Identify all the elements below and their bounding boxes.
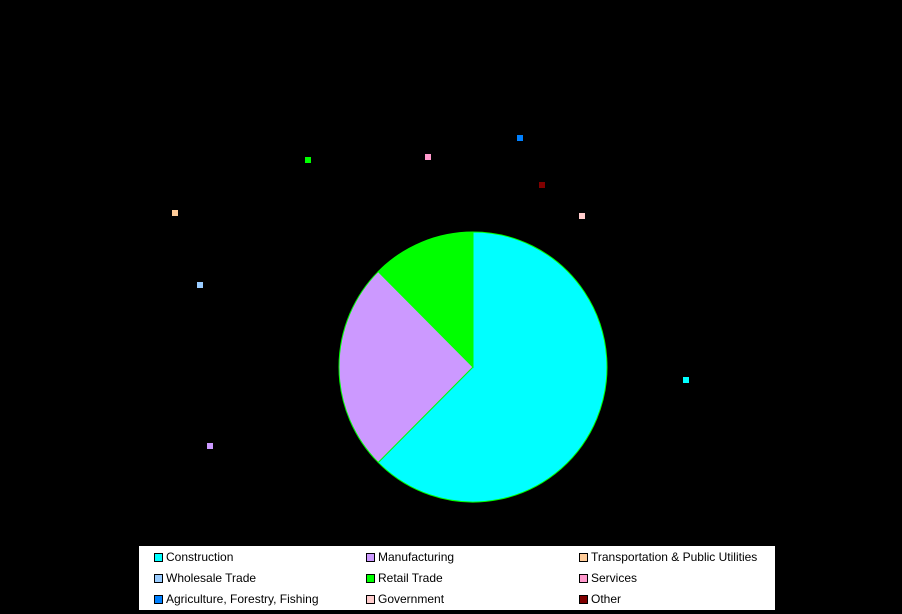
slice-marker-transportation-public-utilities	[172, 210, 178, 216]
slice-marker-retail-trade	[305, 157, 311, 163]
legend-label: Manufacturing	[378, 550, 454, 564]
legend-label: Construction	[166, 550, 233, 564]
legend-label: Other	[591, 592, 621, 606]
legend-item-services: Services	[579, 568, 637, 588]
slice-marker-wholesale-trade	[197, 282, 203, 288]
legend-item-construction: Construction	[154, 547, 233, 567]
legend-swatch-government	[366, 595, 375, 604]
legend-item-retail-trade: Retail Trade	[366, 568, 443, 588]
legend-label: Wholesale Trade	[166, 571, 256, 585]
legend-label: Government	[378, 592, 444, 606]
slice-marker-manufacturing	[207, 443, 213, 449]
legend-swatch-retail-trade	[366, 574, 375, 583]
legend-label: Agriculture, Forestry, Fishing	[166, 592, 319, 606]
slice-marker-agriculture-forestry-fishing	[517, 135, 523, 141]
legend-swatch-transportation-public-utilities	[579, 553, 588, 562]
legend-item-manufacturing: Manufacturing	[366, 547, 454, 567]
legend-label: Services	[591, 571, 637, 585]
legend-item-government: Government	[366, 589, 444, 609]
slice-marker-government	[579, 213, 585, 219]
legend-item-transportation-public-utilities: Transportation & Public Utilities	[579, 547, 757, 567]
chart-legend: Construction Manufacturing Transportation …	[138, 545, 776, 611]
legend-item-other: Other	[579, 589, 621, 609]
legend-swatch-wholesale-trade	[154, 574, 163, 583]
legend-item-agriculture-forestry-fishing: Agriculture, Forestry, Fishing	[154, 589, 319, 609]
legend-swatch-other	[579, 595, 588, 604]
slice-marker-services	[425, 154, 431, 160]
slice-marker-other	[539, 182, 545, 188]
legend-swatch-construction	[154, 553, 163, 562]
legend-label: Retail Trade	[378, 571, 443, 585]
legend-swatch-manufacturing	[366, 553, 375, 562]
legend-swatch-services	[579, 574, 588, 583]
legend-item-wholesale-trade: Wholesale Trade	[154, 568, 256, 588]
slice-marker-construction	[683, 377, 689, 383]
legend-swatch-agriculture-forestry-fishing	[154, 595, 163, 604]
legend-label: Transportation & Public Utilities	[591, 550, 757, 564]
